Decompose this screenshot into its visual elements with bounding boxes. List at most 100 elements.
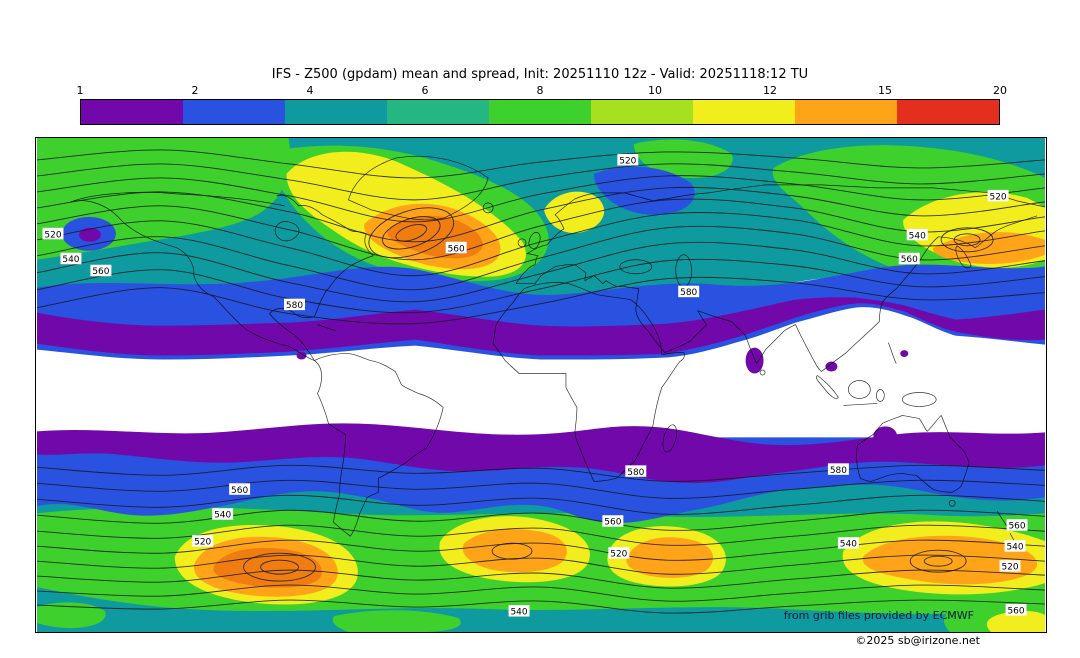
contour-label-text: 560 bbox=[448, 244, 465, 254]
colorbar-tick: 10 bbox=[648, 84, 662, 97]
coastline-africa bbox=[492, 282, 685, 482]
coastline-britain bbox=[528, 232, 541, 249]
contour-label-bg bbox=[1005, 604, 1027, 616]
coastline-new-guinea bbox=[901, 392, 937, 407]
contour-label: 560 bbox=[1006, 519, 1028, 532]
spread-south-orange-2 bbox=[462, 529, 567, 573]
coastlines bbox=[70, 155, 1046, 551]
spread-north-yellow-scandinavia bbox=[543, 191, 605, 234]
coastline-north-america-west bbox=[70, 200, 315, 361]
coastline-sulawesi bbox=[875, 389, 885, 402]
contour-line bbox=[36, 198, 1046, 261]
contour-label-bg bbox=[898, 252, 920, 265]
world-map: 520 540 560 580 560 520 580 560 540 520 580 560 540 5… bbox=[36, 138, 1046, 632]
contour-closed-low bbox=[395, 224, 428, 242]
colorbar-tick: 1 bbox=[76, 84, 84, 97]
coastline-madagascar bbox=[662, 424, 677, 453]
contour-label: 540 bbox=[508, 605, 530, 618]
contour-line bbox=[36, 539, 1046, 561]
contour-line bbox=[36, 225, 1046, 291]
colorbar-tick: 4 bbox=[306, 84, 314, 97]
contour-line bbox=[36, 186, 1046, 243]
contour-label-bg bbox=[192, 535, 214, 547]
spread-tropics-purple bbox=[296, 351, 307, 360]
colorbar-segment bbox=[693, 100, 795, 124]
contour-line bbox=[36, 479, 1045, 499]
contour-line bbox=[36, 258, 1046, 314]
coastline-tasmania bbox=[948, 499, 956, 507]
colorbar-segment bbox=[897, 100, 999, 124]
contour-closed-low bbox=[243, 552, 316, 582]
contour-closed-low bbox=[923, 555, 953, 567]
contour-label: 560 bbox=[90, 264, 112, 277]
contour-closed-low bbox=[909, 549, 967, 573]
contour-line bbox=[36, 509, 1046, 531]
contour-label-bg bbox=[602, 515, 624, 527]
contour-label-bg bbox=[60, 252, 82, 265]
coastline-eurasia-south bbox=[516, 215, 1038, 372]
colorbar-segment bbox=[489, 100, 591, 124]
colorbar-tick: 6 bbox=[421, 84, 429, 97]
contour-line bbox=[36, 276, 1046, 325]
coastline-japan bbox=[955, 245, 972, 269]
colorbar-bar bbox=[80, 99, 1000, 125]
contour-label-text: 520 bbox=[619, 156, 636, 166]
spread-tropics-purple bbox=[745, 347, 764, 374]
contour-line bbox=[36, 163, 1046, 201]
colorbar: 1 2 4 6 8 10 12 15 20 bbox=[76, 84, 1007, 125]
contour-line bbox=[36, 554, 1046, 575]
spread-south-orange-3 bbox=[626, 537, 714, 578]
contour-line bbox=[37, 599, 1045, 614]
colorbar-segment bbox=[387, 100, 489, 124]
coastline-greenland bbox=[348, 155, 489, 221]
contour-label-bg bbox=[678, 285, 700, 298]
coastline-sumatra bbox=[816, 375, 839, 399]
colorbar-segment bbox=[591, 100, 693, 124]
attribution-copyright: ©2025 sb@irizone.net bbox=[855, 634, 980, 647]
contour-label-text: 540 bbox=[214, 511, 231, 521]
contour-label: 520 bbox=[192, 535, 214, 548]
contour-label: 540 bbox=[1004, 540, 1026, 553]
colorbar-segment bbox=[795, 100, 897, 124]
spread-antarctic-yellow bbox=[986, 610, 1045, 632]
contour-label: 560 bbox=[445, 241, 467, 254]
contour-label-text: 540 bbox=[510, 608, 527, 618]
contour-label-bg bbox=[212, 508, 234, 520]
coastline-borneo bbox=[848, 380, 871, 399]
coastline-philippines bbox=[887, 342, 897, 364]
coastline-cuba bbox=[317, 324, 336, 331]
contour-label-bg bbox=[906, 228, 928, 241]
spread-south-purple-band bbox=[37, 423, 1045, 484]
contour-label: 540 bbox=[906, 228, 928, 241]
coastline-south-america bbox=[314, 353, 444, 537]
contour-label-text: 560 bbox=[1007, 607, 1024, 617]
contour-label-bg bbox=[987, 189, 1009, 202]
contour-line bbox=[36, 524, 1046, 546]
coastline-java bbox=[843, 403, 878, 406]
contour-label: 560 bbox=[898, 252, 920, 265]
contour-label-bg bbox=[90, 264, 112, 277]
chart-title: IFS - Z500 (gpdam) mean and spread, Init… bbox=[271, 67, 809, 82]
contour-line bbox=[36, 175, 1046, 223]
contour-label-bg bbox=[608, 547, 630, 559]
coastline-sri-lanka bbox=[759, 369, 766, 376]
contour-label-text: 540 bbox=[840, 540, 857, 550]
contour-label-bg bbox=[827, 463, 849, 475]
contour-line bbox=[36, 212, 1046, 277]
contour-line bbox=[36, 241, 1046, 303]
contour-label-bg bbox=[1004, 540, 1026, 552]
colorbar-segment bbox=[285, 100, 387, 124]
contour-label-bg bbox=[999, 560, 1021, 572]
contour-label-bg bbox=[229, 483, 251, 495]
colorbar-segment bbox=[81, 100, 183, 124]
contour-label-text: 580 bbox=[627, 468, 644, 478]
contour-label-text: 540 bbox=[62, 255, 79, 265]
contour-label-text: 520 bbox=[194, 538, 211, 548]
colorbar-segment bbox=[183, 100, 285, 124]
contour-label: 580 bbox=[284, 298, 305, 311]
colorbar-tick: 15 bbox=[878, 84, 892, 97]
contour-closed-low bbox=[382, 216, 441, 250]
contour-label: 580 bbox=[678, 285, 700, 298]
spread-north-green-siberia bbox=[633, 139, 733, 179]
